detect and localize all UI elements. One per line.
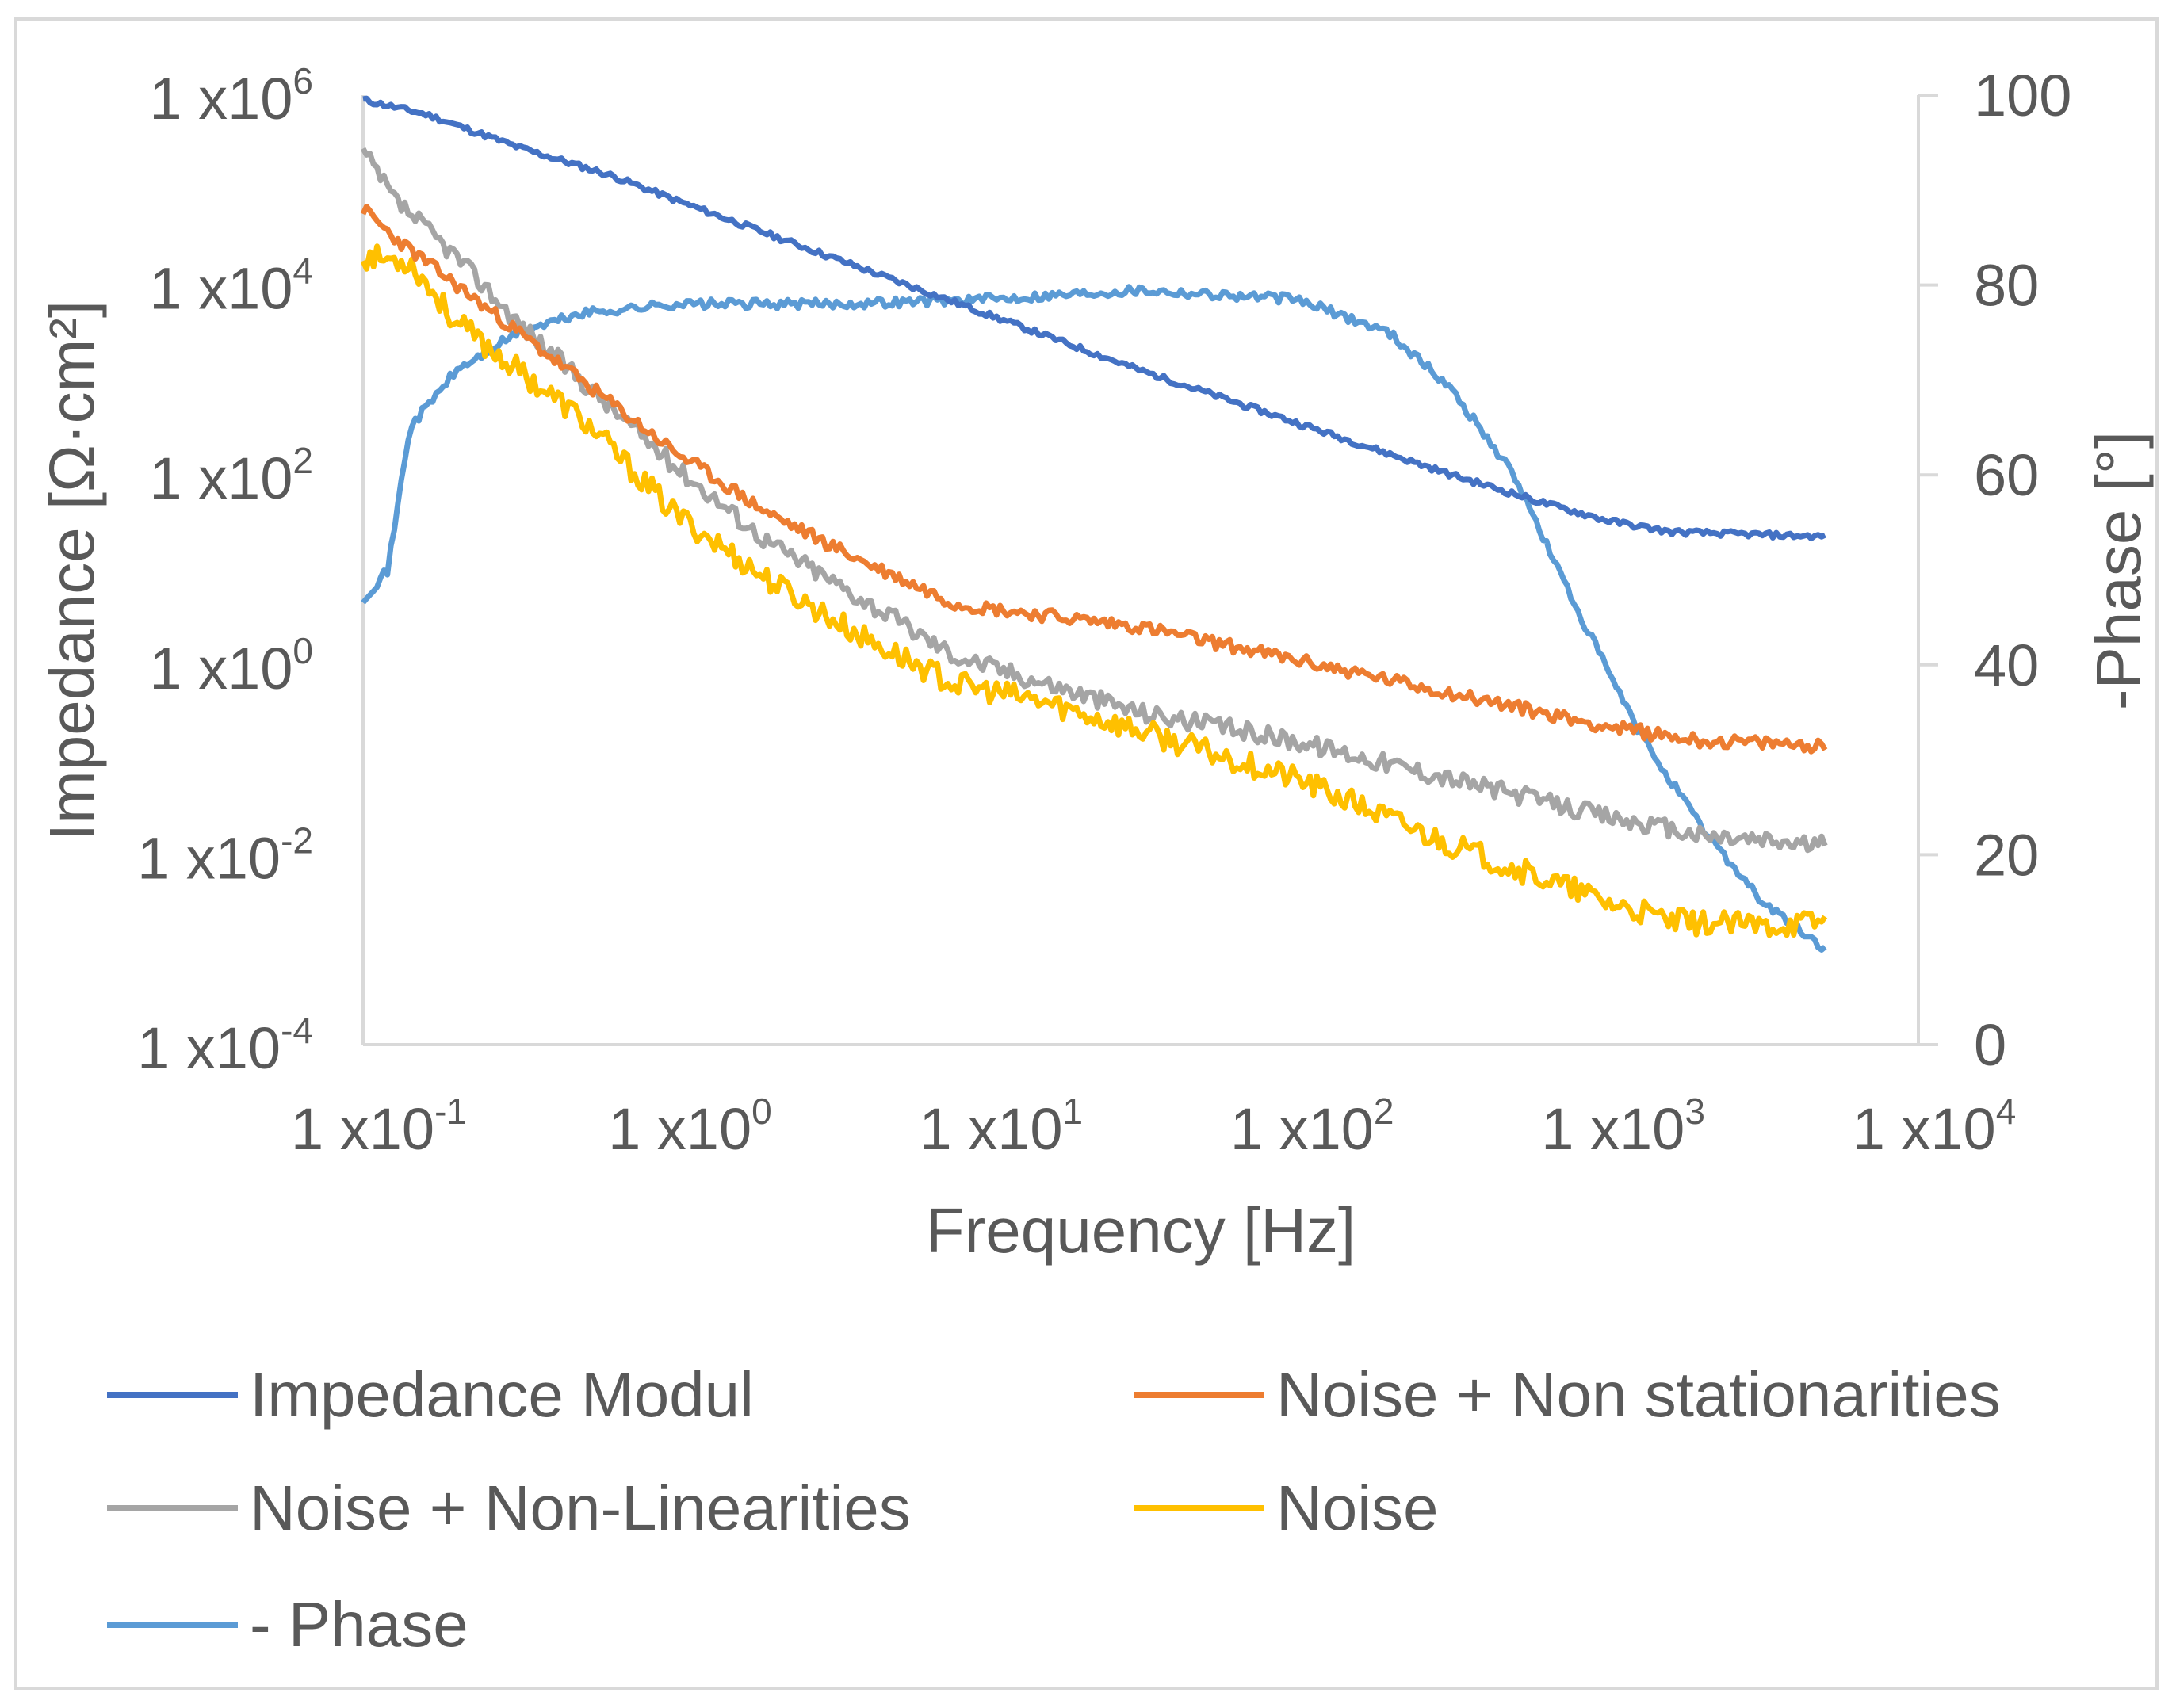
y-right-axis-title: -Phase [°] bbox=[2083, 431, 2154, 710]
y-left-tick-label: 1 x102 bbox=[149, 440, 313, 511]
y-left-tick-label: 1 x106 bbox=[149, 60, 313, 132]
legend-label-noise: Noise bbox=[1276, 1473, 1439, 1543]
x-tick-label: 1 x104 bbox=[1853, 1091, 2017, 1162]
legend: Impedance Modul Noise + Non stationariti… bbox=[107, 1359, 2001, 1660]
series-line-phase bbox=[361, 284, 1827, 953]
x-tick-label: 1 x101 bbox=[919, 1091, 1083, 1162]
x-tick-label: 1 x100 bbox=[608, 1091, 772, 1162]
y-right-tick-label: 100 bbox=[1974, 63, 2071, 128]
legend-item-noise-non-linearities: Noise + Non-Linearities bbox=[107, 1473, 911, 1543]
y-left-tick-label: 1 x10-4 bbox=[137, 1010, 313, 1081]
y-left-tick-label: 1 x100 bbox=[149, 630, 313, 701]
series-line-noise bbox=[360, 243, 1828, 938]
series-layer bbox=[360, 95, 1828, 953]
legend-label-impedance-modul: Impedance Modul bbox=[250, 1359, 754, 1430]
series-line-noise-non-stationarities bbox=[360, 204, 1828, 755]
legend-label-noise-non-stationarities: Noise + Non stationarities bbox=[1276, 1359, 2001, 1430]
legend-label-noise-non-linearities: Noise + Non-Linearities bbox=[250, 1473, 911, 1543]
series-line-noise-non-linearities bbox=[360, 147, 1828, 854]
legend-label-phase: - Phase bbox=[250, 1589, 468, 1660]
legend-item-impedance-modul: Impedance Modul bbox=[107, 1359, 754, 1430]
y-right-tick-label: 60 bbox=[1974, 442, 2039, 508]
y-left-axis-title: Impedance [Ω·cm²] bbox=[36, 300, 107, 841]
y-right-tick-label: 20 bbox=[1974, 822, 2039, 888]
y-right-tick-label: 40 bbox=[1974, 632, 2039, 698]
x-axis-title: Frequency [Hz] bbox=[926, 1195, 1356, 1266]
ticks-layer: 1 x10-1 1 x100 1 x101 1 x102 1 x103 1 x104 1 x… bbox=[137, 60, 2071, 1162]
legend-item-noise: Noise bbox=[1134, 1473, 1439, 1543]
legend-item-phase: - Phase bbox=[107, 1589, 468, 1660]
y-left-tick-label: 1 x10-2 bbox=[137, 820, 313, 891]
y-left-tick-label: 1 x104 bbox=[149, 250, 313, 322]
x-tick-label: 1 x103 bbox=[1541, 1091, 1705, 1162]
x-tick-label: 1 x102 bbox=[1230, 1091, 1394, 1162]
x-tick-label: 1 x10-1 bbox=[291, 1091, 467, 1162]
legend-item-noise-non-stationarities: Noise + Non stationarities bbox=[1134, 1359, 2001, 1430]
axes-layer bbox=[361, 95, 1920, 1046]
y-right-tick-label: 0 bbox=[1974, 1012, 2006, 1078]
series-line-impedance-modul bbox=[362, 95, 1826, 542]
y-right-tick-label: 80 bbox=[1974, 253, 2039, 319]
